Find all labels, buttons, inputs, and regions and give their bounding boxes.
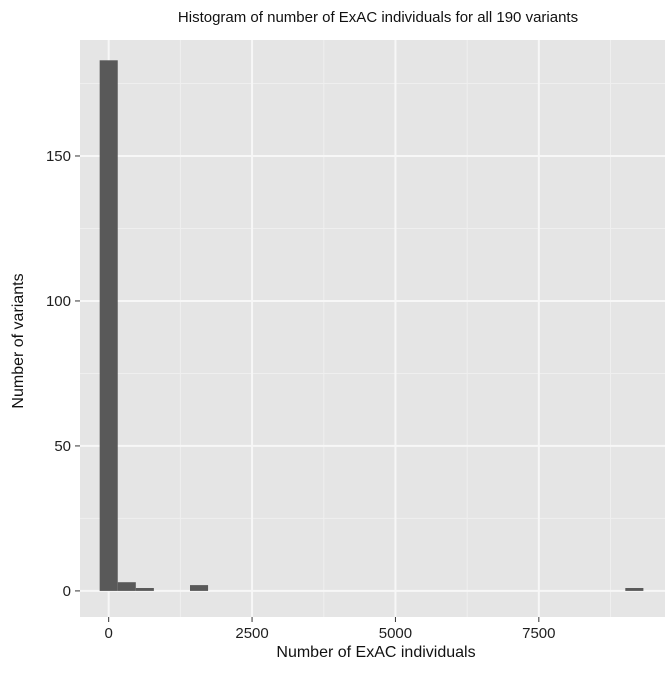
y-tick-label: 50 [54, 438, 71, 455]
y-axis-title: Number of variants [10, 273, 27, 408]
histogram-bar [99, 60, 118, 591]
histogram-bar [135, 588, 154, 591]
y-tick-label: 100 [46, 293, 71, 310]
x-tick-label: 0 [105, 625, 113, 642]
chart-title: Histogram of number of ExAC individuals … [178, 9, 578, 26]
histogram-bar [117, 582, 136, 591]
x-axis-title: Number of ExAC individuals [276, 644, 475, 661]
histogram-bar [625, 588, 644, 591]
y-tick-label: 150 [46, 148, 71, 165]
x-axis-ticks: 0 2500 5000 7500 [105, 617, 556, 642]
x-tick-label: 2500 [235, 625, 268, 642]
y-tick-label: 0 [63, 583, 71, 600]
histogram-bar [190, 585, 209, 591]
plot-panel [80, 40, 665, 617]
x-tick-label: 5000 [379, 625, 412, 642]
grid-lines [80, 40, 665, 617]
y-axis-ticks: 0 50 100 150 [46, 148, 80, 600]
x-tick-label: 7500 [522, 625, 555, 642]
histogram-bars [99, 60, 644, 591]
